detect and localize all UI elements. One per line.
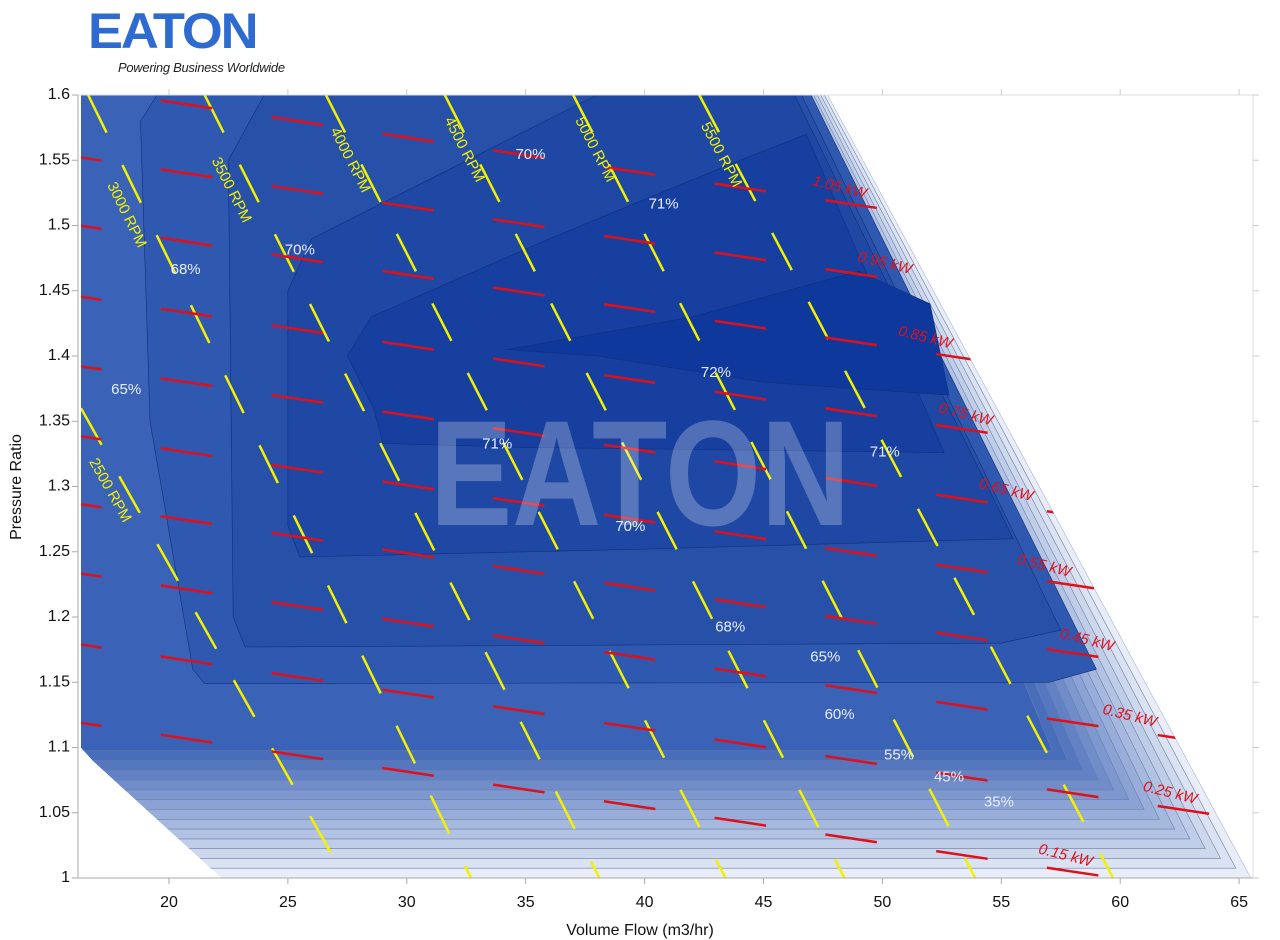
power-line: [81, 498, 1138, 664]
x-tick-label: 45: [755, 894, 773, 911]
power-line: [81, 638, 1221, 817]
y-tick-label: 1.5: [48, 217, 70, 234]
y-tick-label: 1.55: [39, 151, 70, 168]
speed-line: [81, 407, 347, 878]
efficiency-label: 70%: [615, 518, 645, 535]
speed-line: [572, 95, 977, 878]
efficiency-contour-72pct: [506, 270, 950, 396]
speed-line: [324, 95, 727, 878]
efficiency-label: 70%: [515, 146, 545, 163]
x-tick-label: 25: [279, 894, 297, 911]
eaton-logo: EATON Powering Business Worldwide: [88, 6, 285, 75]
y-tick-label: 1: [61, 869, 70, 886]
y-tick-label: 1.2: [48, 608, 70, 625]
efficiency-contours: [140, 95, 1097, 684]
y-tick-label: 1.35: [39, 412, 70, 429]
x-tick-label: 50: [874, 894, 892, 911]
power-line: [81, 716, 1116, 878]
x-tick-label: 30: [398, 894, 416, 911]
power-line: [81, 567, 1180, 740]
efficiency-label: 35%: [984, 793, 1014, 810]
speed-line: [87, 95, 473, 878]
efficiency-label: 65%: [111, 381, 141, 398]
axes: 20 25 30 35 40 45 50 55 60 65 1 1.05 1.1 1.15 1.2 1.25 1…: [39, 86, 1259, 911]
efficiency-label: 72%: [701, 364, 731, 381]
power-line: [81, 151, 935, 287]
efficiency-label: 71%: [870, 444, 900, 461]
y-tick-label: 1.05: [39, 804, 70, 821]
power-line: [81, 290, 1016, 439]
efficiency-label: 55%: [884, 746, 914, 763]
x-tick-label: 40: [636, 894, 654, 911]
speed-lines: [81, 95, 1115, 878]
power-lines: [81, 95, 1221, 878]
x-tick-label: 65: [1230, 894, 1248, 911]
x-tick-label: 20: [160, 894, 178, 911]
x-tick-label: 35: [517, 894, 535, 911]
efficiency-label: 60%: [825, 706, 855, 723]
speed-line: [443, 95, 846, 878]
y-tick-label: 1.4: [48, 347, 70, 364]
power-line: [81, 95, 890, 212]
x-tick-label: 60: [1111, 894, 1129, 911]
efficiency-label: 65%: [810, 648, 840, 665]
x-axis-title: Volume Flow (m3/hr): [566, 922, 714, 939]
speed-line: [698, 95, 1115, 878]
efficiency-label: 71%: [482, 436, 512, 453]
x-tick-label: 55: [992, 894, 1010, 911]
efficiency-label: 68%: [715, 618, 745, 635]
efficiency-label: 71%: [649, 196, 679, 213]
logo-wordmark: EATON: [88, 3, 259, 59]
y-axis-title: Pressure Ratio: [8, 434, 25, 540]
power-line: [81, 219, 976, 362]
y-tick-label: 1.15: [39, 673, 70, 690]
y-tick-label: 1.45: [39, 282, 70, 299]
y-tick-label: 1.1: [48, 739, 70, 756]
efficiency-label: 68%: [171, 261, 201, 278]
speed-line: [203, 95, 601, 878]
y-tick-label: 1.3: [48, 478, 70, 495]
y-tick-label: 1.6: [48, 86, 70, 103]
eaton-watermark: EATON: [430, 389, 850, 557]
efficiency-label: 70%: [285, 241, 315, 258]
y-tick-label: 1.25: [39, 543, 70, 560]
efficiency-label: 45%: [934, 768, 964, 785]
logo-tagline: Powering Business Worldwide: [118, 60, 285, 75]
